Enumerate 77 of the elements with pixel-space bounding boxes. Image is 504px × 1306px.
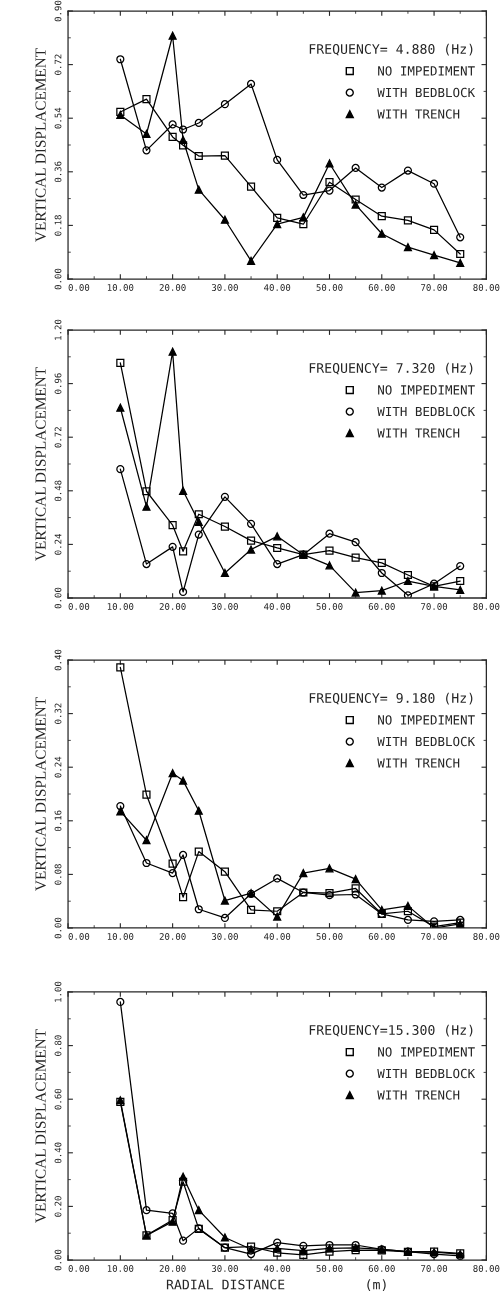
legend-label: WITH BEDBLOCK bbox=[377, 1068, 476, 1079]
x-tick-label: 20.00 bbox=[159, 284, 186, 291]
x-tick-label: 0.00 bbox=[68, 1265, 90, 1272]
y-axis-title: VERTICAL DISPLACEMENT bbox=[35, 697, 46, 891]
x-tick-label: 10.00 bbox=[107, 284, 134, 291]
y-tick-label: 0.60 bbox=[54, 1088, 62, 1110]
legend-title: FREQUENCY= 7.320 (Hz) bbox=[309, 362, 473, 375]
y-tick-label: 0.20 bbox=[54, 1196, 62, 1217]
x-tick-label: 50.00 bbox=[316, 284, 343, 291]
x-tick-label: 40.00 bbox=[264, 284, 291, 291]
x-tick-label: 40.00 bbox=[264, 933, 291, 940]
legend-label: NO IMPEDIMENT bbox=[378, 715, 475, 725]
x-tick-label: 50.00 bbox=[316, 933, 343, 940]
y-tick-label: 0.80 bbox=[54, 1035, 62, 1056]
y-tick-label: 1.20 bbox=[54, 319, 62, 340]
x-tick-label: 80.00 bbox=[473, 603, 500, 610]
x-tick-label: 30.00 bbox=[211, 933, 238, 940]
legend-label: WITH TRENCH bbox=[377, 758, 460, 768]
x-tick-label: 10.00 bbox=[107, 1265, 134, 1272]
y-tick-label: 0.40 bbox=[54, 649, 62, 671]
x-tick-label: 70.00 bbox=[421, 284, 448, 291]
x-tick-label: 0.00 bbox=[68, 603, 90, 610]
y-tick-label: 0.72 bbox=[54, 54, 62, 75]
legend-label: NO IMPEDIMENT bbox=[378, 385, 475, 395]
x-tick-label: 0.00 bbox=[68, 933, 90, 940]
x-tick-label: 50.00 bbox=[316, 603, 343, 610]
legend-label: WITH BEDBLOCK bbox=[377, 87, 476, 98]
x-tick-label: 10.00 bbox=[107, 603, 134, 610]
y-axis-title: VERTICAL DISPLACEMENT bbox=[35, 367, 46, 561]
x-tick-label: 30.00 bbox=[211, 1265, 238, 1272]
legend-label: NO IMPEDIMENT bbox=[378, 66, 475, 76]
y-tick-label: 0.72 bbox=[54, 427, 62, 448]
y-tick-label: 1.00 bbox=[54, 981, 62, 1002]
legend-label: WITH BEDBLOCK bbox=[377, 736, 476, 747]
x-tick-label: 30.00 bbox=[211, 284, 238, 291]
legend-label: NO IMPEDIMENT bbox=[378, 1047, 475, 1057]
x-tick-label: 70.00 bbox=[421, 933, 448, 940]
y-tick-label: 0.08 bbox=[54, 864, 62, 885]
y-tick-label: 0.24 bbox=[54, 533, 62, 555]
x-tick-label: 70.00 bbox=[421, 603, 448, 610]
x-tick-label: 50.00 bbox=[316, 1265, 343, 1272]
y-axis-title: VERTICAL DISPLACEMENT bbox=[35, 48, 46, 242]
x-tick-label: 20.00 bbox=[159, 1265, 186, 1272]
y-tick-label: 0.32 bbox=[54, 703, 62, 724]
x-tick-label: 0.00 bbox=[68, 284, 90, 291]
x-tick-label: 10.00 bbox=[107, 933, 134, 940]
legend-label: WITH TRENCH bbox=[377, 1090, 460, 1100]
legend-label: WITH BEDBLOCK bbox=[377, 406, 476, 417]
x-tick-label: 80.00 bbox=[473, 284, 500, 291]
x-tick-label: 60.00 bbox=[368, 284, 395, 291]
x-tick-label: 20.00 bbox=[159, 603, 186, 610]
legend-label: WITH TRENCH bbox=[377, 428, 460, 438]
x-tick-label: 80.00 bbox=[473, 933, 500, 940]
y-tick-label: 0.40 bbox=[54, 1142, 62, 1164]
x-tick-label: 60.00 bbox=[368, 1265, 395, 1272]
x-tick-label: 40.00 bbox=[264, 603, 291, 610]
y-tick-label: 0.24 bbox=[54, 756, 62, 778]
y-tick-label: 0.16 bbox=[54, 810, 62, 832]
x-axis-title: RADIAL DISTANCE (m) bbox=[166, 1279, 386, 1292]
y-tick-label: 0.36 bbox=[54, 161, 62, 183]
legend-title: FREQUENCY= 4.880 (Hz) bbox=[309, 43, 473, 56]
y-tick-label: 0.48 bbox=[54, 480, 62, 502]
x-tick-label: 30.00 bbox=[211, 603, 238, 610]
y-tick-label: 0.96 bbox=[54, 373, 62, 394]
legend-label: WITH TRENCH bbox=[377, 109, 460, 119]
legend-title: FREQUENCY= 9.180 (Hz) bbox=[309, 692, 473, 705]
x-tick-label: 60.00 bbox=[368, 603, 395, 610]
x-tick-label: 60.00 bbox=[368, 933, 395, 940]
x-tick-label: 80.00 bbox=[473, 1265, 500, 1272]
x-tick-label: 20.00 bbox=[159, 933, 186, 940]
x-tick-label: 40.00 bbox=[264, 1265, 291, 1272]
y-tick-label: 0.54 bbox=[54, 107, 62, 129]
legend-title: FREQUENCY=15.300 (Hz) bbox=[309, 1024, 473, 1037]
y-tick-label: 0.18 bbox=[54, 215, 62, 236]
y-tick-label: 0.90 bbox=[54, 0, 62, 22]
x-tick-label: 70.00 bbox=[421, 1265, 448, 1272]
y-axis-title: VERTICAL DISPLACEMENT bbox=[35, 1029, 46, 1223]
